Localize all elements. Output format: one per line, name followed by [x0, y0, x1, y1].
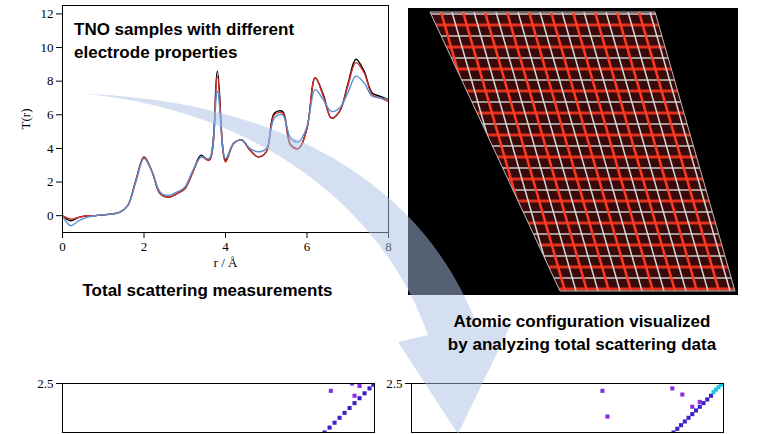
svg-text:12: 12 — [41, 6, 54, 21]
svg-text:0: 0 — [59, 239, 66, 254]
html-text:electrode properties: electrode properties — [74, 43, 238, 62]
svg-text:2: 2 — [141, 239, 148, 254]
svg-text:2.5: 2.5 — [386, 376, 402, 391]
svg-text:2.5: 2.5 — [37, 376, 53, 391]
html-text:Atomic configuration visualize: Atomic configuration visualized — [453, 312, 711, 331]
svg-text:4: 4 — [47, 141, 54, 156]
svg-text:6: 6 — [47, 107, 54, 122]
svg-text:8: 8 — [47, 73, 54, 88]
svg-text:8: 8 — [385, 239, 392, 254]
html-text:Total scattering measurements: Total scattering measurements — [82, 281, 333, 300]
html-text:by analyzing total scattering: by analyzing total scattering data — [447, 335, 717, 354]
svg-text:T(r): T(r) — [18, 109, 33, 130]
svg-text:6: 6 — [304, 239, 311, 254]
svg-text:2: 2 — [47, 174, 54, 189]
html-text:TNO samples with different: TNO samples with different — [74, 20, 295, 39]
svg-text:10: 10 — [41, 40, 54, 55]
svg-text:0: 0 — [47, 208, 54, 223]
svg-text:4: 4 — [222, 239, 229, 254]
svg-text:r / Å: r / Å — [214, 255, 238, 270]
